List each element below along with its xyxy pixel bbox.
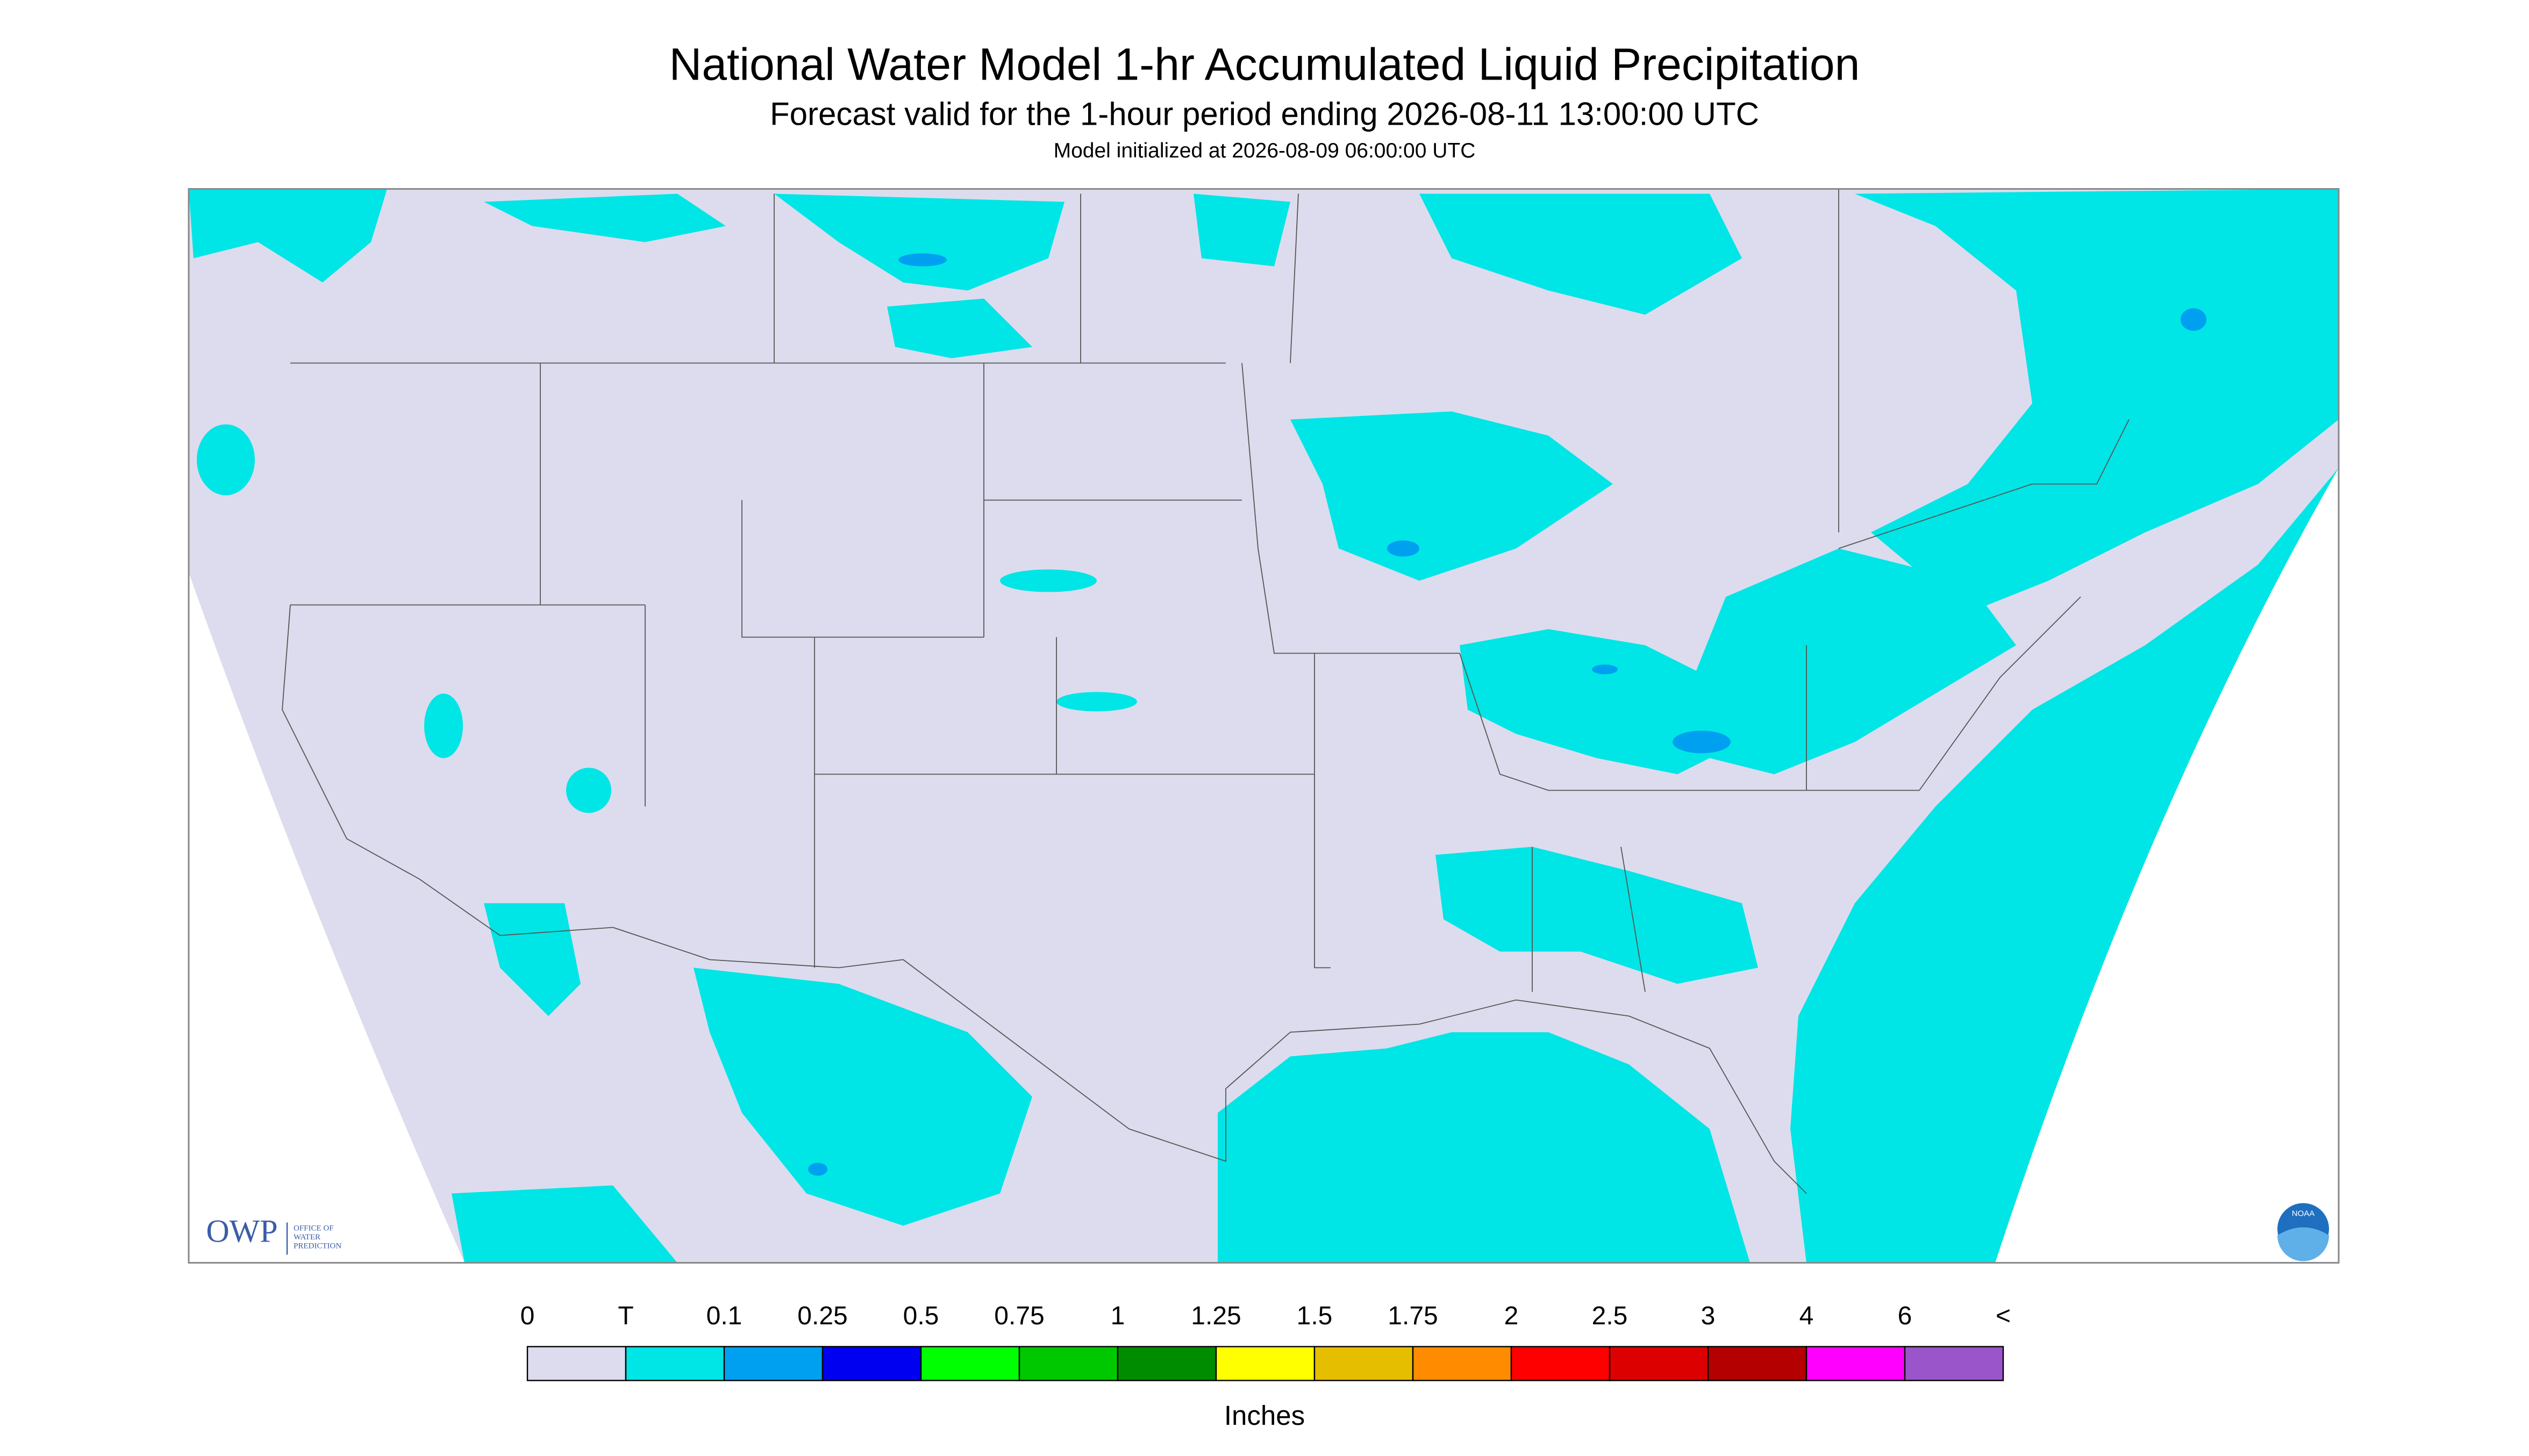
- legend-swatch: [1609, 1346, 1709, 1381]
- legend-swatch: [1018, 1346, 1119, 1381]
- legend: 0 T 0.1 0.25 0.5 0.75 1 1.25 1.5 1.75 2 2.5 3 4 6 <: [520, 1302, 2011, 1381]
- legend-swatch: [1510, 1346, 1611, 1381]
- owp-logo-line: OFFICE OF: [294, 1224, 334, 1233]
- title: National Water Model 1-hr Accumulated Li…: [669, 39, 1860, 90]
- legend-swatch: [625, 1346, 725, 1381]
- legend-swatch: [1805, 1346, 1906, 1381]
- legend-label: 4: [1799, 1302, 1814, 1330]
- legend-label: 0.5: [903, 1302, 939, 1330]
- legend-label: <: [1996, 1302, 2011, 1330]
- legend-swatch: [1117, 1346, 1217, 1381]
- legend-label: 0.75: [994, 1302, 1044, 1330]
- map-frame: [188, 188, 2340, 1264]
- legend-label: 1.25: [1191, 1302, 1241, 1330]
- noaa-logo-wave: [2277, 1227, 2329, 1261]
- legend-label: 0.25: [797, 1302, 847, 1330]
- legend-label: 0: [520, 1302, 535, 1330]
- owp-logo: OWP: [206, 1214, 277, 1249]
- legend-swatch: [1707, 1346, 1808, 1381]
- init-time: Model initialized at 2026-08-09 06:00:00…: [1054, 139, 1476, 162]
- legend-swatch: [1313, 1346, 1414, 1381]
- subtitle: Forecast valid for the 1-hour period end…: [770, 96, 1759, 132]
- owp-logo-line: WATER: [294, 1233, 320, 1242]
- legend-swatch: [723, 1346, 824, 1381]
- boundaries: [282, 189, 2130, 1194]
- legend-label: 3: [1701, 1302, 1716, 1330]
- legend-units: Inches: [1224, 1400, 1305, 1431]
- legend-swatch: [920, 1346, 1020, 1381]
- legend-label: 1: [1111, 1302, 1125, 1330]
- noaa-logo-text: NOAA: [2292, 1209, 2315, 1218]
- legend-swatch: [1412, 1346, 1512, 1381]
- legend-label: T: [618, 1302, 633, 1330]
- legend-label: 2.5: [1592, 1302, 1628, 1330]
- owp-logo-line: PREDICTION: [294, 1242, 341, 1251]
- legend-swatch: [1904, 1346, 2004, 1381]
- legend-label: 6: [1898, 1302, 1912, 1330]
- legend-swatch: [1215, 1346, 1316, 1381]
- legend-label: 1.5: [1297, 1302, 1333, 1330]
- legend-swatch: [821, 1346, 922, 1381]
- precip-areas: [189, 189, 2339, 1263]
- legend-label: 1.75: [1388, 1302, 1438, 1330]
- legend-swatch: [526, 1346, 627, 1381]
- legend-label: 2: [1504, 1302, 1519, 1330]
- legend-label: 0.1: [706, 1302, 742, 1330]
